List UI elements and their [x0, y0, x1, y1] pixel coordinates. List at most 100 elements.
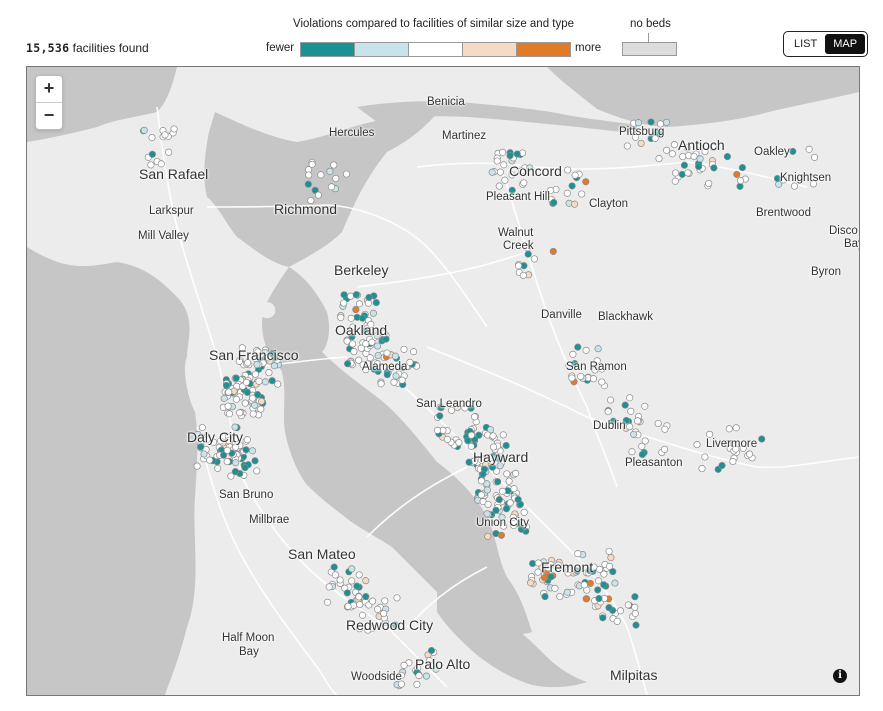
facility-marker[interactable]	[254, 348, 262, 356]
facility-marker[interactable]	[304, 180, 312, 188]
facility-marker[interactable]	[253, 467, 261, 475]
facility-marker[interactable]	[594, 586, 602, 594]
facility-marker[interactable]	[569, 350, 577, 358]
facility-marker[interactable]	[479, 470, 487, 478]
facility-marker[interactable]	[140, 126, 148, 134]
facility-marker[interactable]	[232, 459, 240, 467]
facility-marker[interactable]	[231, 435, 239, 443]
facility-marker[interactable]	[654, 419, 662, 428]
facility-marker[interactable]	[809, 180, 818, 188]
facility-marker[interactable]	[495, 182, 503, 190]
facility-marker[interactable]	[224, 402, 232, 410]
facility-marker[interactable]	[251, 457, 259, 465]
facility-marker[interactable]	[605, 547, 613, 555]
facility-marker[interactable]	[790, 182, 799, 190]
facility-marker[interactable]	[582, 346, 590, 354]
facility-marker[interactable]	[805, 145, 813, 153]
facility-marker[interactable]	[695, 162, 703, 171]
facility-marker[interactable]	[684, 169, 692, 177]
facility-marker[interactable]	[632, 621, 640, 629]
facility-marker[interactable]	[330, 563, 338, 571]
facility-marker[interactable]	[374, 367, 382, 375]
facility-marker[interactable]	[148, 150, 156, 158]
facility-marker[interactable]	[455, 439, 463, 447]
facility-marker[interactable]	[585, 566, 593, 574]
facility-marker[interactable]	[514, 262, 523, 270]
facility-marker[interactable]	[432, 665, 440, 673]
facility-marker[interactable]	[238, 344, 246, 352]
facility-marker[interactable]	[600, 570, 608, 578]
facility-marker[interactable]	[497, 531, 505, 539]
facility-marker[interactable]	[739, 444, 747, 452]
map-view-button[interactable]: MAP	[825, 34, 866, 54]
facility-marker[interactable]	[489, 432, 497, 440]
facility-marker[interactable]	[501, 176, 509, 184]
zoom-in-button[interactable]: +	[36, 76, 62, 103]
facility-marker[interactable]	[261, 378, 269, 386]
facility-marker[interactable]	[355, 571, 363, 579]
facility-marker[interactable]	[243, 388, 251, 396]
facility-marker[interactable]	[520, 508, 528, 516]
facility-marker[interactable]	[314, 191, 322, 199]
facility-marker[interactable]	[198, 423, 206, 432]
facility-marker[interactable]	[732, 445, 740, 453]
facility-marker[interactable]	[487, 454, 495, 462]
facility-marker[interactable]	[241, 464, 249, 472]
facility-marker[interactable]	[433, 426, 442, 434]
facility-marker[interactable]	[758, 435, 766, 443]
facility-marker[interactable]	[220, 394, 228, 403]
facility-marker[interactable]	[609, 417, 617, 425]
facility-marker[interactable]	[568, 374, 576, 382]
facility-marker[interactable]	[373, 342, 382, 350]
facility-marker[interactable]	[670, 141, 679, 149]
facility-marker[interactable]	[526, 164, 534, 172]
facility-marker[interactable]	[632, 133, 640, 141]
facility-marker[interactable]	[393, 594, 401, 602]
facility-marker[interactable]	[422, 672, 430, 680]
facility-marker[interactable]	[477, 491, 485, 499]
facility-marker[interactable]	[232, 443, 240, 451]
facility-marker[interactable]	[227, 472, 235, 480]
facility-marker[interactable]	[599, 614, 607, 622]
facility-marker[interactable]	[574, 550, 582, 558]
facility-marker[interactable]	[718, 461, 726, 470]
facility-marker[interactable]	[534, 568, 542, 576]
facility-marker[interactable]	[340, 291, 348, 299]
facility-marker[interactable]	[493, 157, 501, 165]
facility-marker[interactable]	[556, 592, 564, 601]
facility-marker[interactable]	[325, 583, 333, 591]
facility-marker[interactable]	[261, 348, 269, 356]
facility-marker[interactable]	[217, 437, 225, 445]
facility-marker[interactable]	[368, 338, 376, 346]
facility-marker[interactable]	[698, 465, 706, 473]
facility-marker[interactable]	[343, 337, 351, 345]
facility-marker[interactable]	[638, 442, 646, 450]
facility-marker[interactable]	[348, 577, 356, 585]
facility-marker[interactable]	[477, 477, 486, 485]
facility-marker[interactable]	[317, 171, 325, 179]
facility-marker[interactable]	[336, 576, 344, 584]
facility-marker[interactable]	[487, 426, 495, 434]
facility-marker[interactable]	[631, 603, 639, 611]
facility-marker[interactable]	[355, 356, 363, 364]
facility-marker[interactable]	[342, 170, 351, 178]
facility-marker[interactable]	[383, 371, 391, 379]
facility-marker[interactable]	[427, 646, 436, 655]
facility-marker[interactable]	[641, 437, 649, 445]
facility-marker[interactable]	[464, 437, 472, 445]
zoom-out-button[interactable]: −	[43, 105, 55, 125]
facility-marker[interactable]	[364, 299, 372, 307]
facility-marker[interactable]	[210, 438, 218, 446]
facility-marker[interactable]	[549, 247, 557, 255]
facility-marker[interactable]	[622, 416, 630, 425]
facility-marker[interactable]	[607, 554, 615, 562]
facility-marker[interactable]	[568, 182, 576, 190]
facility-marker[interactable]	[327, 183, 335, 191]
facility-marker[interactable]	[499, 431, 507, 439]
facility-marker[interactable]	[571, 200, 579, 208]
facility-marker[interactable]	[398, 376, 406, 384]
facility-marker[interactable]	[461, 404, 469, 412]
facility-marker[interactable]	[573, 567, 581, 575]
facility-marker[interactable]	[242, 446, 250, 454]
facility-marker[interactable]	[633, 417, 642, 425]
